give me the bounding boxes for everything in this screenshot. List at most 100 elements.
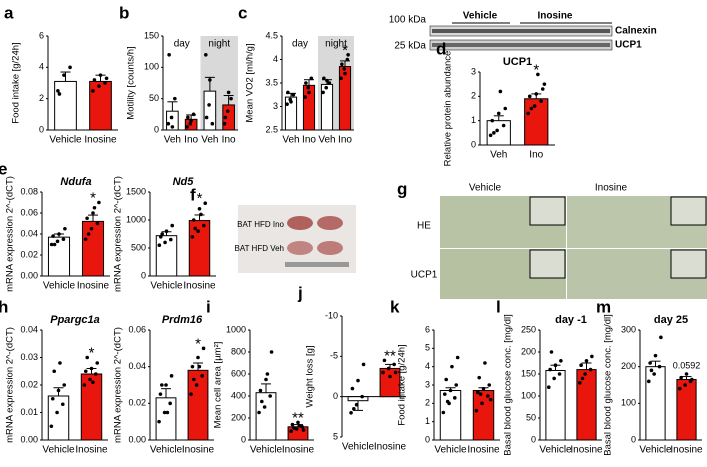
row-label: HE [417, 221, 431, 232]
data-point [62, 383, 67, 387]
data-point [481, 386, 486, 391]
y-tick-label: 4 [425, 361, 430, 371]
y-axis-label: Weight loss [g] [305, 345, 316, 407]
column-label: Inosine [595, 183, 628, 194]
data-point [290, 422, 295, 427]
panel-letter: k [390, 297, 400, 316]
data-point [659, 335, 663, 340]
data-point [222, 121, 227, 126]
data-point [223, 115, 228, 120]
data-point [309, 76, 314, 81]
data-point [542, 82, 547, 86]
y-tick-label: 3.5 [265, 77, 278, 87]
y-tick-label: 0.00 [20, 270, 38, 280]
data-point [50, 396, 55, 401]
data-point [588, 367, 593, 372]
data-point [55, 410, 59, 415]
y-axis-label: Food intake [g/24h] [11, 42, 22, 123]
y-tick-label: 150 [144, 30, 159, 40]
y-tick-label: 1000 [126, 214, 146, 224]
data-point [349, 411, 353, 415]
data-point [88, 377, 92, 382]
data-point [95, 221, 100, 226]
data-point [503, 106, 508, 111]
group-label: night [208, 39, 230, 50]
data-point [324, 85, 329, 90]
y-tick-label: 4 [39, 62, 44, 72]
tissue [287, 216, 313, 230]
y-tick-label: 4.5 [265, 30, 278, 40]
data-point [485, 394, 490, 398]
data-point [548, 367, 552, 372]
data-point [93, 372, 98, 376]
annotation: ** [292, 409, 304, 426]
data-point [498, 89, 503, 94]
data-point [683, 383, 687, 387]
y-tick-label: 0.02 [20, 379, 38, 389]
data-point [445, 399, 450, 404]
bar [486, 120, 511, 146]
data-point [201, 223, 206, 228]
data-point [657, 364, 662, 369]
x-tick-label: Inosine [570, 445, 603, 456]
y-tick-label: -10 [325, 310, 338, 320]
y-tick-label: 250 [521, 324, 536, 334]
inset [670, 249, 707, 279]
photo-label: BAT HFD Veh [235, 244, 285, 253]
x-tick-label: Veh [490, 150, 507, 161]
x-tick-label: Inosine [467, 445, 500, 456]
data-point [393, 370, 398, 375]
data-point [204, 53, 208, 57]
data-point [201, 346, 206, 351]
y-tick-label: 0.04 [128, 361, 146, 371]
marker-label: 25 kDa [394, 41, 426, 52]
data-point [264, 377, 268, 382]
group-label: Inosine [537, 11, 572, 22]
data-point [92, 78, 97, 82]
data-point [197, 364, 202, 369]
data-point [501, 123, 506, 128]
data-point [51, 234, 55, 238]
data-point [97, 84, 101, 88]
data-point [164, 383, 168, 387]
chart-title: day -1 [555, 314, 587, 326]
data-point [679, 375, 683, 380]
y-tick-label: 200 [231, 412, 246, 422]
x-tick-label: Ino [222, 135, 236, 146]
data-point [58, 361, 62, 365]
data-point [648, 361, 652, 365]
y-axis-label: mRNA expression 2^-(dCT) [5, 327, 16, 443]
annotation: * [90, 189, 96, 206]
data-point [185, 125, 189, 129]
panel-letter: b [119, 3, 129, 22]
data-point [584, 359, 589, 363]
x-tick-label: Ino [302, 135, 316, 146]
y-tick-label: 1 [425, 416, 430, 426]
y-tick-label: 1500 [126, 186, 146, 196]
data-point [196, 229, 200, 233]
x-tick-label: Vehicle [250, 445, 283, 456]
y-tick-label: 2 [471, 91, 476, 101]
y-tick-label: 0.02 [128, 398, 146, 408]
x-tick-label: Inosine [670, 445, 703, 456]
data-point [488, 397, 493, 402]
data-point [57, 92, 62, 96]
bar [545, 369, 566, 441]
y-tick-label: 3 [471, 66, 476, 76]
data-point [49, 242, 54, 247]
chart-title: Nd5 [173, 176, 195, 188]
data-point [157, 419, 161, 424]
data-point [480, 401, 484, 406]
column-label: Vehicle [469, 183, 502, 194]
data-point [56, 388, 61, 393]
data-point [210, 121, 215, 126]
data-point [186, 115, 190, 120]
x-tick-label: Ino [338, 135, 352, 146]
y-tick-label: 800 [231, 346, 246, 356]
data-point [204, 115, 209, 120]
data-point [684, 372, 689, 376]
data-point [289, 100, 293, 104]
data-point [95, 361, 100, 365]
x-tick-label: Veh [164, 135, 181, 146]
data-point [203, 201, 208, 205]
